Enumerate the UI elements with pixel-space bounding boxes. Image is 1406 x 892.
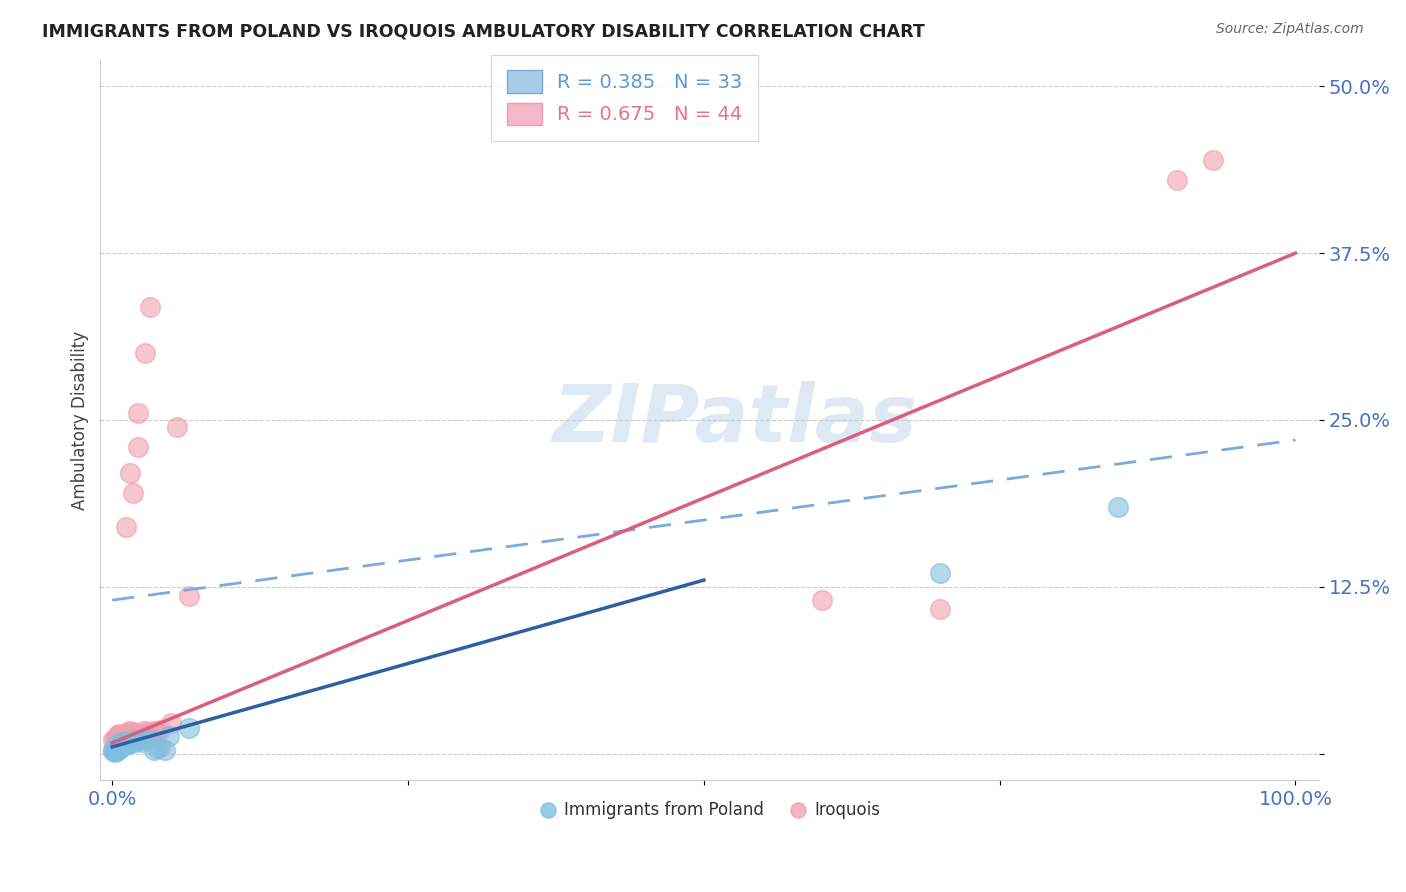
Y-axis label: Ambulatory Disability: Ambulatory Disability [72, 330, 89, 509]
Point [115, 519, 138, 533]
Point [122, 486, 145, 500]
Point [177, 589, 200, 603]
Point [105, 733, 128, 747]
Point [125, 733, 148, 747]
Point [111, 737, 134, 751]
Point [139, 300, 162, 314]
Point [104, 731, 127, 745]
Point [121, 728, 143, 742]
Point [811, 593, 834, 607]
Point [118, 467, 141, 481]
Point [121, 736, 143, 750]
Point [125, 729, 148, 743]
Point [107, 731, 129, 746]
Point [107, 742, 129, 756]
Point [115, 736, 138, 750]
Point [146, 741, 169, 756]
Point [142, 742, 165, 756]
Point [108, 731, 131, 745]
Point [142, 723, 165, 738]
Point [103, 731, 125, 746]
Point [103, 741, 125, 756]
Point [111, 731, 134, 746]
Point [134, 346, 156, 360]
Point [148, 739, 170, 754]
Point [111, 728, 134, 742]
Point [929, 566, 952, 581]
Point [105, 741, 128, 756]
Point [118, 723, 141, 738]
Point [127, 440, 149, 454]
Point [108, 726, 131, 740]
Text: ZIPatlas: ZIPatlas [551, 381, 917, 459]
Point [108, 736, 131, 750]
Point [117, 725, 139, 739]
Point [136, 725, 159, 739]
Point [115, 726, 138, 740]
Point [929, 602, 952, 616]
Point [157, 729, 180, 743]
Point [1201, 153, 1223, 167]
Point [104, 744, 127, 758]
Point [104, 742, 127, 756]
Point [1107, 500, 1129, 514]
Point [146, 725, 169, 739]
Point [127, 726, 149, 740]
Point [112, 734, 135, 748]
Point [110, 741, 132, 756]
Point [155, 742, 177, 756]
Text: Source: ZipAtlas.com: Source: ZipAtlas.com [1216, 22, 1364, 37]
Point [103, 733, 125, 747]
Point [111, 739, 134, 753]
Point [104, 734, 127, 748]
Point [117, 737, 139, 751]
Point [110, 739, 132, 753]
Point [160, 715, 183, 730]
Point [166, 419, 188, 434]
Point [134, 723, 156, 738]
Point [118, 729, 141, 743]
Point [112, 729, 135, 743]
Point [104, 739, 127, 754]
Point [131, 734, 153, 748]
Point [1166, 172, 1188, 186]
Text: IMMIGRANTS FROM POLAND VS IROQUOIS AMBULATORY DISABILITY CORRELATION CHART: IMMIGRANTS FROM POLAND VS IROQUOIS AMBUL… [42, 22, 925, 40]
Point [127, 733, 149, 747]
Point [105, 729, 128, 743]
Point [139, 726, 162, 740]
Point [122, 725, 145, 739]
Point [105, 739, 128, 753]
Point [148, 723, 170, 737]
Point [103, 744, 125, 758]
Point [107, 728, 129, 742]
Legend: Immigrants from Poland, Iroquois: Immigrants from Poland, Iroquois [533, 795, 887, 826]
Point [103, 742, 125, 756]
Point [127, 406, 149, 420]
Point [131, 728, 153, 742]
Point [136, 731, 159, 746]
Point [177, 721, 200, 735]
Point [108, 739, 131, 754]
Point [110, 729, 132, 743]
Point [107, 739, 129, 754]
Point [118, 734, 141, 748]
Point [103, 745, 125, 759]
